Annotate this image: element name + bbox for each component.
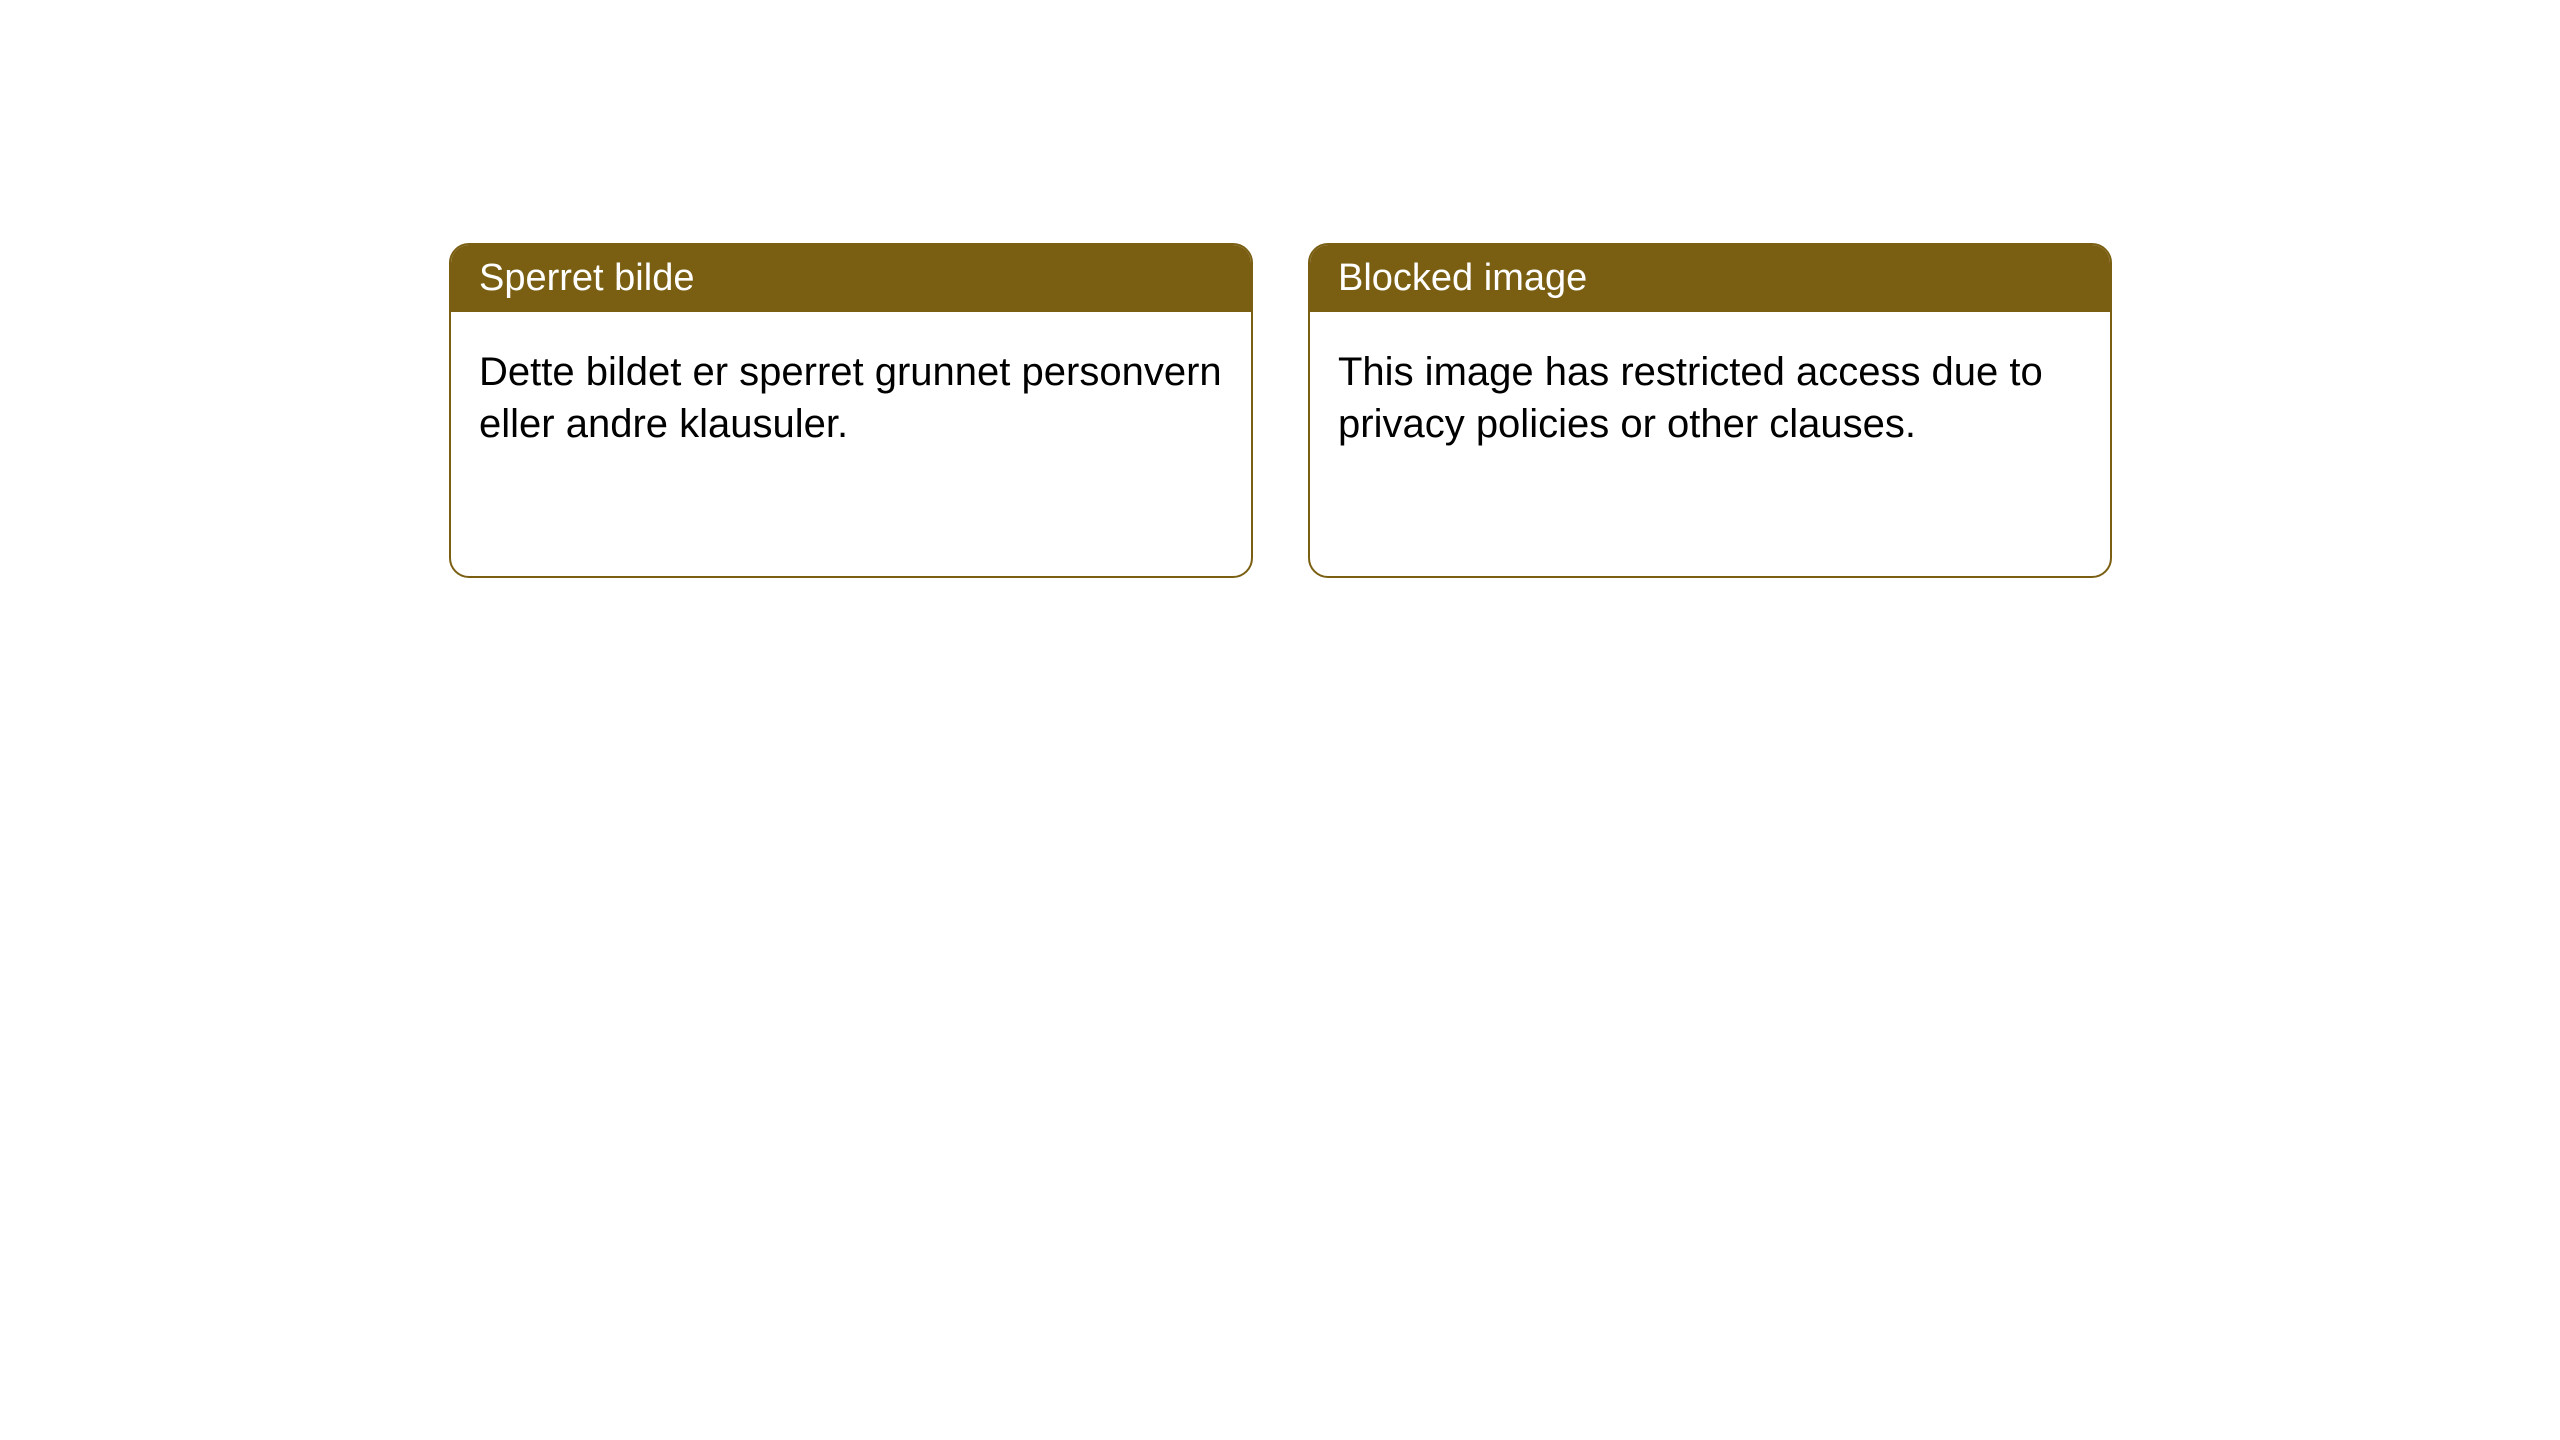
notice-card-title: Sperret bilde — [479, 257, 694, 299]
notice-card-norwegian: Sperret bilde Dette bildet er sperret gr… — [449, 243, 1253, 578]
notice-card-header: Blocked image — [1310, 245, 2110, 312]
notice-card-english: Blocked image This image has restricted … — [1308, 243, 2112, 578]
notice-card-title: Blocked image — [1338, 257, 1587, 299]
notice-card-message: This image has restricted access due to … — [1338, 350, 2043, 446]
notice-card-container: Sperret bilde Dette bildet er sperret gr… — [449, 243, 2112, 578]
notice-card-header: Sperret bilde — [451, 245, 1251, 312]
notice-card-message: Dette bildet er sperret grunnet personve… — [479, 350, 1222, 446]
notice-card-body: Dette bildet er sperret grunnet personve… — [451, 312, 1251, 484]
notice-card-body: This image has restricted access due to … — [1310, 312, 2110, 484]
